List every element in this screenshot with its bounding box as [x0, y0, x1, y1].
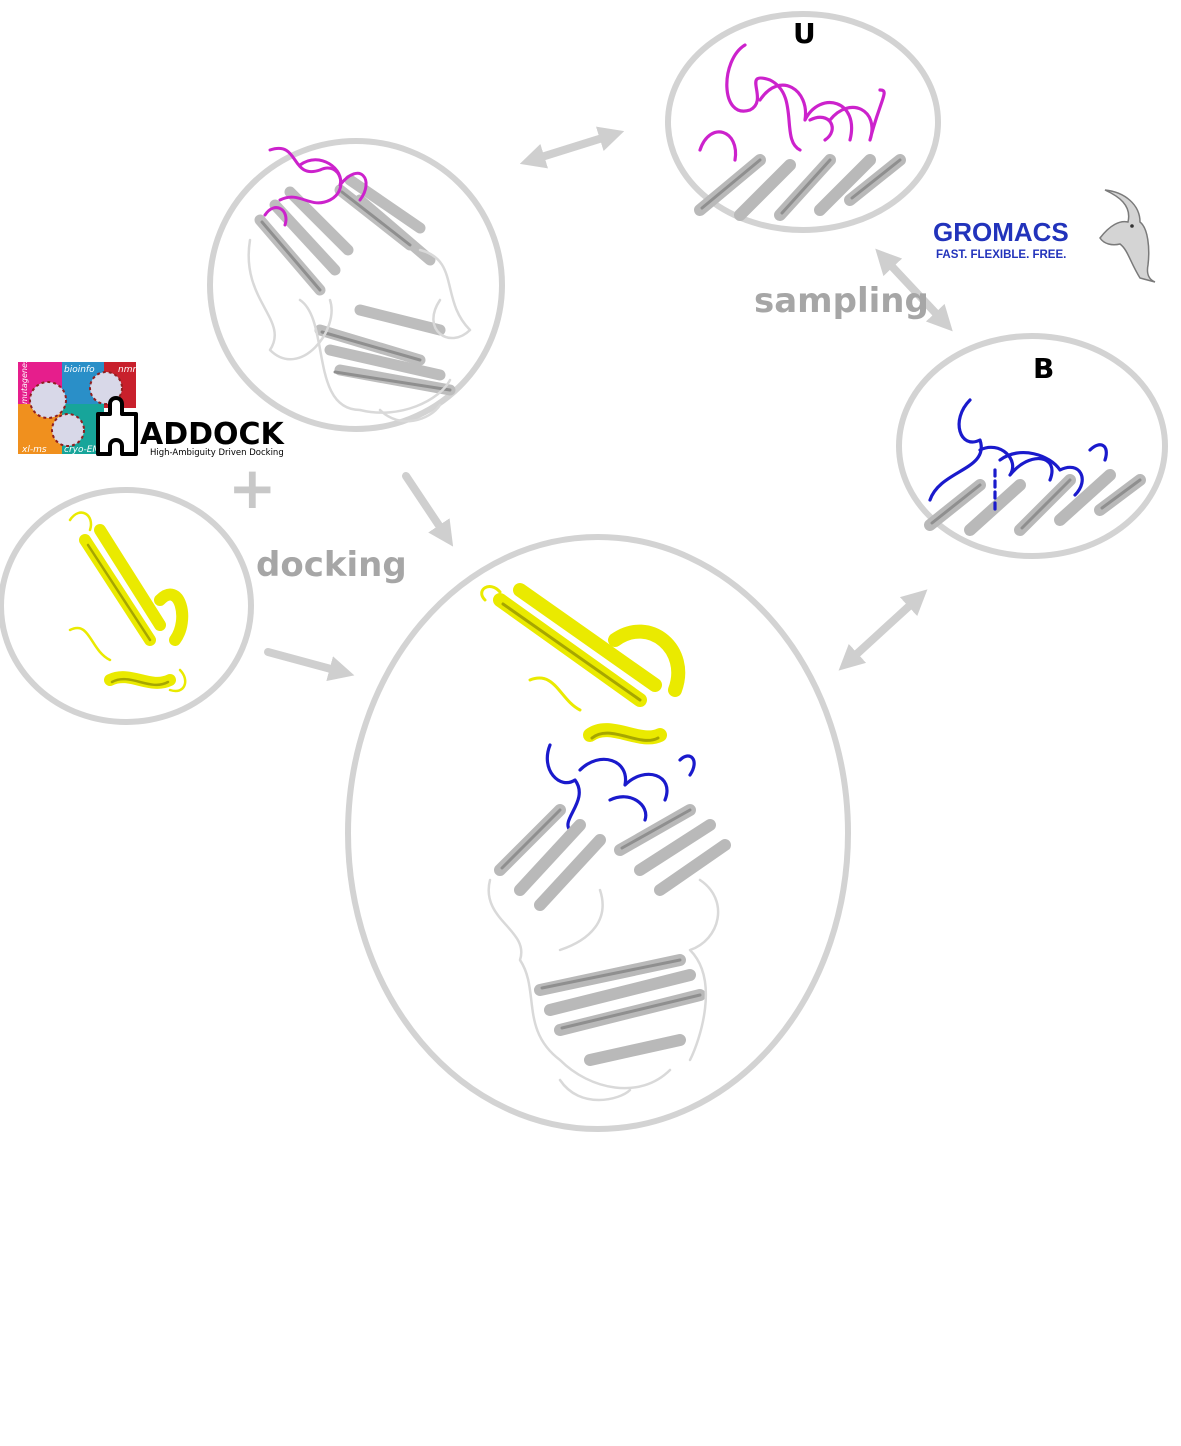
unbound-loop-structure — [700, 45, 900, 215]
haddock-tile-label-cryoem: cryo-EM — [64, 445, 100, 455]
falcon-icon — [1100, 190, 1155, 282]
unbound-state-label: U — [793, 17, 816, 50]
docking-label: docking — [256, 545, 407, 585]
receptor-structure — [249, 148, 470, 421]
ligand-structure — [70, 513, 185, 691]
haddock-name: ADDOCK — [140, 417, 286, 452]
exchange-arrow-receptor-unbound — [532, 135, 612, 160]
gromacs-logo: GROMACS FAST. FLEXIBLE. FREE. — [933, 190, 1155, 282]
complex-ring — [348, 537, 848, 1129]
gromacs-name: GROMACS — [933, 217, 1069, 247]
haddock-logo: bioinfo nmr mutagenesis xl-ms cryo-EM AD… — [18, 353, 286, 458]
sampling-label: sampling — [754, 281, 929, 321]
docking-arrow-receptor — [406, 476, 446, 536]
gromacs-tagline: FAST. FLEXIBLE. FREE. — [936, 249, 1066, 261]
haddock-tile-label-nmr: nmr — [118, 365, 137, 375]
haddock-tile-label-mutagenesis: mutagenesis — [20, 353, 29, 404]
bound-loop-structure — [930, 400, 1140, 530]
docked-complex-structure — [482, 587, 725, 1100]
haddock-tile-label-xlms: xl-ms — [21, 445, 47, 455]
docking-arrow-ligand — [268, 652, 342, 672]
haddock-tile-label-bioinfo: bioinfo — [64, 365, 95, 375]
plus-sign: + — [228, 454, 277, 522]
haddock-tagline: High-Ambiguity Driven Docking — [150, 448, 284, 458]
exchange-arrow-bound-complex — [848, 598, 918, 662]
bound-state-label: B — [1033, 352, 1054, 385]
